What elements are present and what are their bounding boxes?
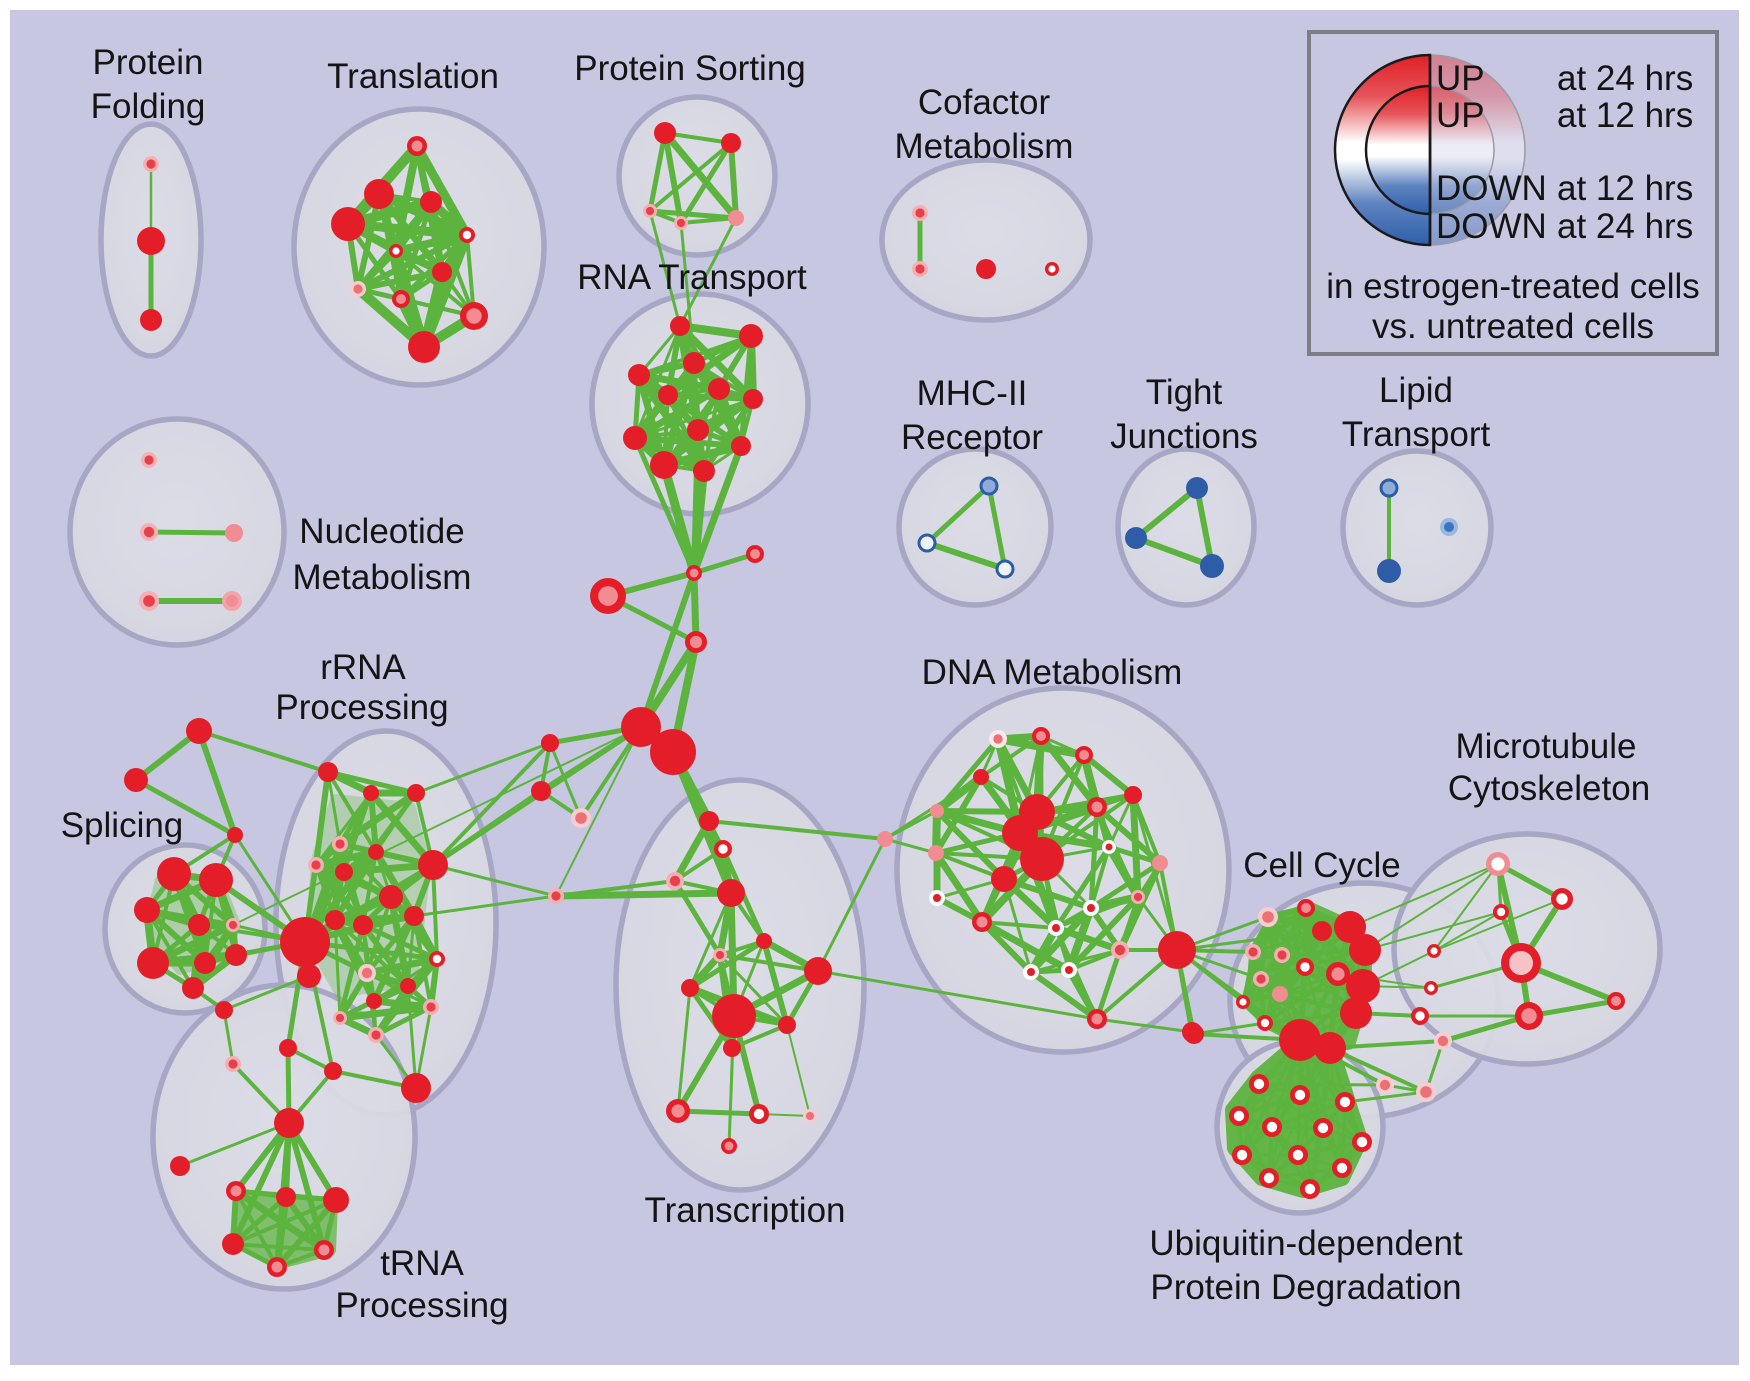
svg-text:Processing: Processing <box>275 688 448 727</box>
svg-text:Protein Sorting: Protein Sorting <box>574 49 806 88</box>
svg-text:Receptor: Receptor <box>901 418 1043 457</box>
svg-text:rRNA: rRNA <box>320 648 406 687</box>
svg-text:Junctions: Junctions <box>1110 417 1258 456</box>
svg-text:UP: UP <box>1436 96 1485 135</box>
svg-text:at 12 hrs: at 12 hrs <box>1557 169 1693 208</box>
svg-text:Folding: Folding <box>91 87 206 126</box>
svg-text:Metabolism: Metabolism <box>895 127 1074 166</box>
svg-text:Splicing: Splicing <box>61 806 184 845</box>
svg-text:Protein: Protein <box>93 43 204 82</box>
svg-text:vs. untreated cells: vs. untreated cells <box>1372 307 1654 346</box>
svg-text:Tight: Tight <box>1146 373 1223 412</box>
svg-text:Protein Degradation: Protein Degradation <box>1150 1268 1461 1307</box>
svg-text:at 24 hrs: at 24 hrs <box>1557 207 1693 246</box>
svg-text:at 24 hrs: at 24 hrs <box>1557 59 1693 98</box>
svg-text:DNA Metabolism: DNA Metabolism <box>922 653 1183 692</box>
svg-text:Cofactor: Cofactor <box>918 83 1051 122</box>
svg-text:RNA Transport: RNA Transport <box>577 258 807 297</box>
svg-text:Nucleotide: Nucleotide <box>299 512 464 551</box>
svg-text:Metabolism: Metabolism <box>293 558 472 597</box>
svg-text:tRNA: tRNA <box>380 1244 464 1283</box>
svg-text:Transcription: Transcription <box>645 1191 846 1230</box>
svg-text:UP: UP <box>1436 59 1485 98</box>
svg-text:Ubiquitin-dependent: Ubiquitin-dependent <box>1149 1224 1463 1263</box>
svg-text:Processing: Processing <box>335 1286 508 1325</box>
svg-text:Lipid: Lipid <box>1379 371 1453 410</box>
svg-text:in estrogen-treated cells: in estrogen-treated cells <box>1326 267 1700 306</box>
svg-text:Transport: Transport <box>1342 415 1491 454</box>
svg-text:DOWN: DOWN <box>1436 169 1547 208</box>
svg-text:MHC-II: MHC-II <box>917 374 1028 413</box>
svg-text:Microtubule: Microtubule <box>1456 727 1637 766</box>
svg-text:Cell Cycle: Cell Cycle <box>1243 846 1401 885</box>
svg-text:Translation: Translation <box>327 57 499 96</box>
svg-text:DOWN: DOWN <box>1436 207 1547 246</box>
svg-text:at 12 hrs: at 12 hrs <box>1557 96 1693 135</box>
svg-text:Cytoskeleton: Cytoskeleton <box>1448 769 1650 808</box>
